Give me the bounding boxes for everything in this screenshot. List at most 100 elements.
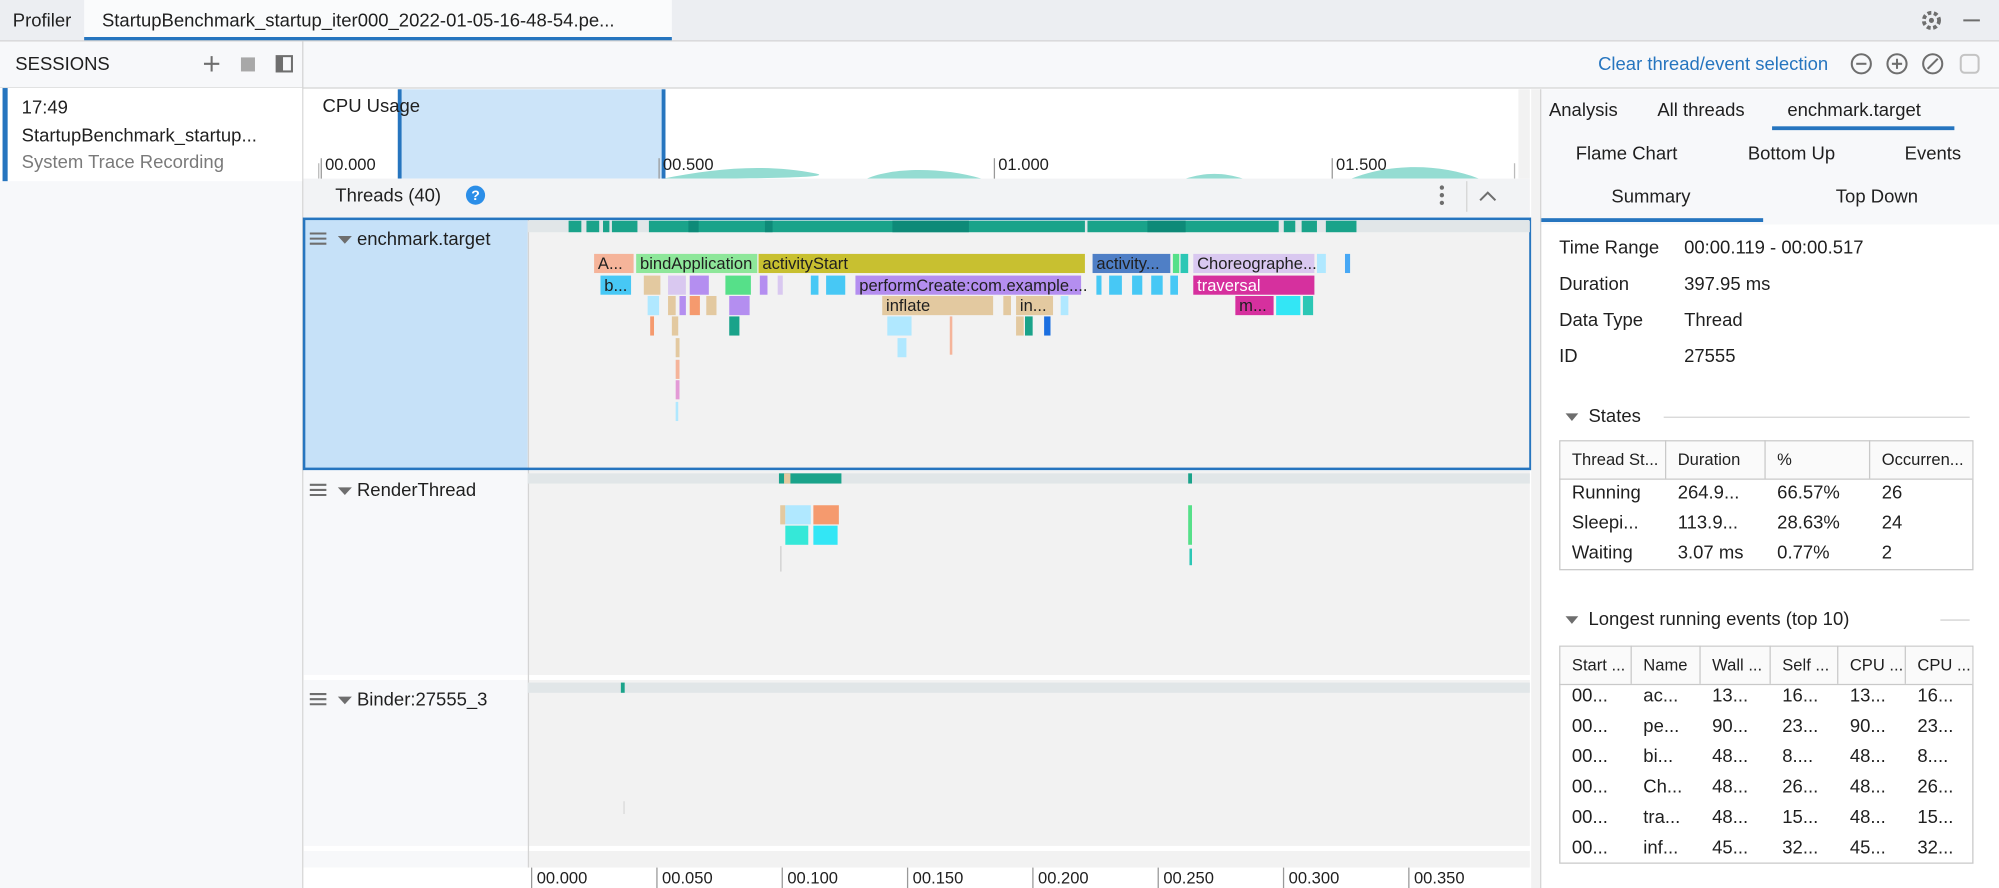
trace-event[interactable] [1151, 275, 1163, 295]
analysis-subtab[interactable]: Top Down [1836, 186, 1918, 207]
thread-label[interactable] [303, 680, 528, 846]
trace-event[interactable] [855, 275, 1082, 295]
column-header[interactable]: Name [1643, 655, 1687, 674]
trace-event[interactable] [810, 275, 819, 295]
clear-selection-link[interactable]: Clear thread/event selection [1598, 53, 1828, 74]
collapse-arrow[interactable] [337, 236, 352, 244]
thread-name[interactable]: Binder:27555_3 [357, 688, 487, 710]
stop-button[interactable] [240, 57, 255, 72]
trace-event[interactable] [1188, 505, 1193, 545]
thread-label[interactable] [303, 470, 528, 675]
kebab-menu[interactable] [1439, 185, 1445, 206]
new-session-button[interactable] [203, 56, 220, 72]
column-header[interactable]: Wall ... [1712, 655, 1762, 674]
trace-event[interactable] [729, 316, 740, 336]
column-header[interactable]: Self ... [1782, 655, 1829, 674]
trace-event[interactable] [1016, 296, 1054, 316]
active-tab[interactable] [84, 0, 672, 41]
trace-event-label[interactable]: activityStart [762, 254, 848, 273]
thread-label-selected[interactable] [303, 218, 528, 469]
trace-event-label[interactable]: m... [1239, 296, 1267, 315]
trace-event-label[interactable]: inflate [886, 296, 930, 315]
column-header[interactable]: Thread St... [1572, 450, 1659, 469]
splitter[interactable] [1531, 89, 1541, 888]
expand-arrow[interactable] [1565, 413, 1579, 422]
trace-event[interactable] [675, 401, 679, 422]
thread-name[interactable]: enchmark.target [357, 228, 491, 249]
trace-event[interactable] [780, 505, 786, 525]
trace-event[interactable] [785, 525, 809, 545]
trace-event[interactable] [689, 275, 709, 295]
collapse-arrow[interactable] [337, 696, 352, 705]
trace-event[interactable] [1092, 253, 1171, 274]
trace-event[interactable] [813, 505, 839, 525]
trace-event[interactable] [668, 296, 676, 316]
trace-event-label[interactable]: performCreate:com.example.... [859, 276, 1087, 295]
help-icon[interactable] [465, 185, 486, 205]
drag-handle[interactable] [309, 693, 327, 706]
settings-icon[interactable] [1921, 10, 1941, 30]
trace-event[interactable] [887, 316, 912, 336]
trace-event[interactable] [706, 296, 717, 316]
session-item[interactable] [0, 88, 303, 182]
trace-event[interactable] [1109, 275, 1122, 295]
trace-event[interactable] [1172, 253, 1180, 274]
zoom-in-button[interactable] [1886, 53, 1908, 75]
states-title[interactable]: States [1588, 405, 1640, 426]
trace-event[interactable] [1344, 253, 1351, 274]
trace-event[interactable] [897, 338, 907, 358]
trace-event-label[interactable]: Choreographe... [1197, 254, 1317, 273]
trace-event[interactable] [675, 359, 680, 379]
column-header[interactable]: CPU ... [1917, 655, 1970, 674]
analysis-subtab[interactable]: Events [1905, 142, 1961, 163]
column-header[interactable]: Duration [1678, 450, 1741, 469]
scrollbar[interactable] [1518, 89, 1530, 179]
trace-event[interactable] [1170, 275, 1178, 295]
trace-event[interactable] [1096, 275, 1102, 295]
collapse-button[interactable] [1479, 191, 1497, 202]
fit-button[interactable] [1959, 53, 1980, 74]
trace-event[interactable] [1003, 296, 1011, 316]
trace-event[interactable] [826, 275, 846, 295]
selection-handle[interactable] [661, 89, 666, 179]
cpu-range-selection[interactable] [399, 89, 665, 179]
trace-event-label[interactable]: b... [604, 276, 627, 295]
analysis-subtab[interactable]: Bottom Up [1748, 142, 1835, 163]
help-icon-label[interactable]: ? [471, 187, 480, 203]
trace-event[interactable] [1193, 253, 1315, 274]
trace-event-label[interactable]: in... [1020, 296, 1047, 315]
column-header[interactable]: CPU ... [1850, 655, 1903, 674]
trace-event[interactable] [729, 296, 750, 316]
trace-event[interactable] [1302, 296, 1314, 316]
expand-arrow[interactable] [1565, 616, 1579, 624]
tab-label[interactable]: Profiler [13, 10, 72, 31]
trace-event[interactable] [1016, 316, 1024, 336]
analysis-subtab[interactable]: Flame Chart [1576, 142, 1678, 163]
tab-label[interactable]: StartupBenchmark_startup_iter000_2022-01… [102, 10, 615, 32]
trace-event[interactable] [1276, 296, 1301, 316]
trace-event[interactable] [785, 505, 811, 525]
trace-event[interactable] [1024, 316, 1033, 336]
trace-event[interactable] [594, 253, 634, 274]
zoom-out-button[interactable] [1850, 53, 1872, 75]
trace-event[interactable] [668, 275, 686, 295]
trace-event[interactable] [1132, 275, 1143, 295]
trace-event[interactable] [1235, 296, 1274, 316]
trace-event[interactable] [813, 525, 838, 545]
trace-event[interactable] [882, 296, 994, 316]
trace-event[interactable] [1044, 316, 1051, 336]
column-header[interactable]: % [1777, 450, 1792, 469]
trace-event[interactable] [1189, 548, 1193, 566]
selection-handle[interactable] [397, 89, 402, 179]
trace-event-label[interactable]: activity... [1096, 254, 1159, 273]
trace-event[interactable] [671, 316, 679, 336]
thread-track[interactable] [527, 470, 1530, 675]
drag-handle[interactable] [309, 232, 327, 245]
analysis-tab[interactable]: enchmark.target [1787, 99, 1921, 120]
panel-toggle-button[interactable] [275, 55, 293, 73]
thread-track[interactable] [527, 680, 1530, 846]
trace-event[interactable] [777, 275, 783, 295]
reset-zoom-button[interactable] [1922, 53, 1944, 75]
trace-event[interactable] [675, 338, 680, 358]
trace-event-label[interactable]: A... [598, 254, 623, 273]
